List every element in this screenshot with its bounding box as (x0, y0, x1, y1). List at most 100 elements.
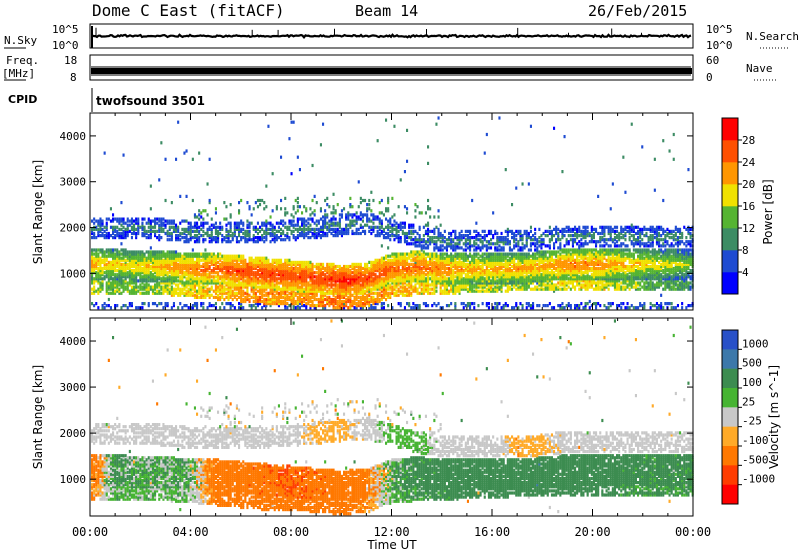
power-cell (307, 295, 310, 299)
power-cell (107, 250, 110, 254)
power-cell (227, 262, 230, 266)
power-cell (170, 289, 173, 293)
power-cell (95, 258, 98, 262)
power-cell (298, 302, 301, 306)
power-cell (403, 275, 406, 279)
power-cell (238, 277, 241, 281)
power-cell (286, 260, 289, 264)
power-cell (366, 264, 369, 269)
power-cell (141, 254, 144, 258)
power-cell (332, 297, 335, 302)
power-cell (424, 287, 427, 291)
power-cell (349, 289, 352, 293)
power-cell (233, 231, 236, 236)
power-cell (439, 234, 442, 238)
power-cell (269, 221, 272, 225)
power-cell (166, 291, 169, 295)
power-cell (231, 266, 234, 271)
power-cell (137, 225, 140, 229)
power-cell (139, 225, 142, 229)
power-cell (387, 269, 390, 273)
power-cell (273, 273, 276, 277)
power-cell (246, 277, 249, 281)
power-cell (107, 248, 110, 252)
power-cell (141, 231, 144, 236)
power-cell (162, 275, 165, 279)
power-cell (204, 295, 207, 299)
power-cell (296, 275, 299, 279)
power-cell (114, 266, 117, 271)
power-cell (368, 277, 371, 281)
power-cell (389, 264, 392, 269)
power-cell (166, 287, 169, 291)
power-cell (290, 231, 293, 236)
power-cell (198, 209, 201, 213)
power-cell (416, 287, 419, 291)
power-cell (305, 287, 308, 291)
power-cell (441, 277, 444, 281)
power-cell (427, 275, 430, 279)
power-cell (399, 277, 402, 281)
power-cell (172, 275, 175, 279)
power-cell (277, 266, 280, 271)
power-cell (238, 264, 241, 269)
power-cell (189, 271, 192, 275)
power-cell (460, 285, 463, 289)
power-cell (387, 260, 390, 264)
power-cell (235, 297, 238, 302)
power-cell (401, 291, 404, 295)
power-cell (336, 299, 339, 304)
power-cell (202, 289, 205, 293)
power-cell (130, 285, 133, 289)
power-cell (93, 287, 96, 291)
power-cell (290, 287, 293, 291)
power-cell (372, 287, 375, 291)
power-cell (223, 291, 226, 295)
power-cell (196, 273, 199, 277)
power-cell (187, 240, 190, 244)
power-cell (137, 219, 140, 223)
power-cell (252, 293, 255, 297)
power-cell (103, 262, 106, 266)
power-cell (338, 264, 341, 269)
power-cell (261, 291, 264, 295)
power-cell (149, 227, 152, 231)
power-cell (229, 258, 232, 262)
power-cell (248, 207, 251, 211)
power-cell (128, 256, 131, 260)
power-cell (378, 225, 381, 229)
power-cell (311, 234, 314, 238)
power-cell (273, 269, 276, 273)
power-cell (200, 215, 203, 219)
power-cell (246, 266, 249, 271)
power-cell (221, 234, 224, 238)
freq-left-tick-bottom: 8 (70, 71, 77, 84)
power-cell (130, 287, 133, 291)
power-cell (185, 252, 188, 256)
power-cell (112, 254, 115, 258)
power-cell (219, 281, 222, 285)
power-cell (261, 269, 264, 273)
power-cell (225, 281, 228, 285)
power-cell (406, 236, 409, 240)
power-cell (147, 260, 150, 264)
power-cell (324, 304, 327, 308)
power-cell (349, 297, 352, 302)
power-cell (372, 302, 375, 306)
power-cell (126, 217, 129, 221)
power-cell (233, 277, 236, 281)
power-cell (393, 260, 396, 264)
power-cell (397, 260, 400, 264)
power-cell (109, 250, 112, 254)
power-cell (164, 198, 167, 203)
power-cell (183, 273, 186, 277)
power-cell (303, 295, 306, 299)
power-cell (149, 277, 152, 281)
power-cell (154, 302, 157, 306)
power-cell (271, 262, 274, 266)
power-cell (181, 279, 184, 283)
power-cell (372, 221, 375, 225)
power-cell (397, 266, 400, 271)
power-cell (151, 266, 154, 271)
power-cell (347, 306, 350, 310)
